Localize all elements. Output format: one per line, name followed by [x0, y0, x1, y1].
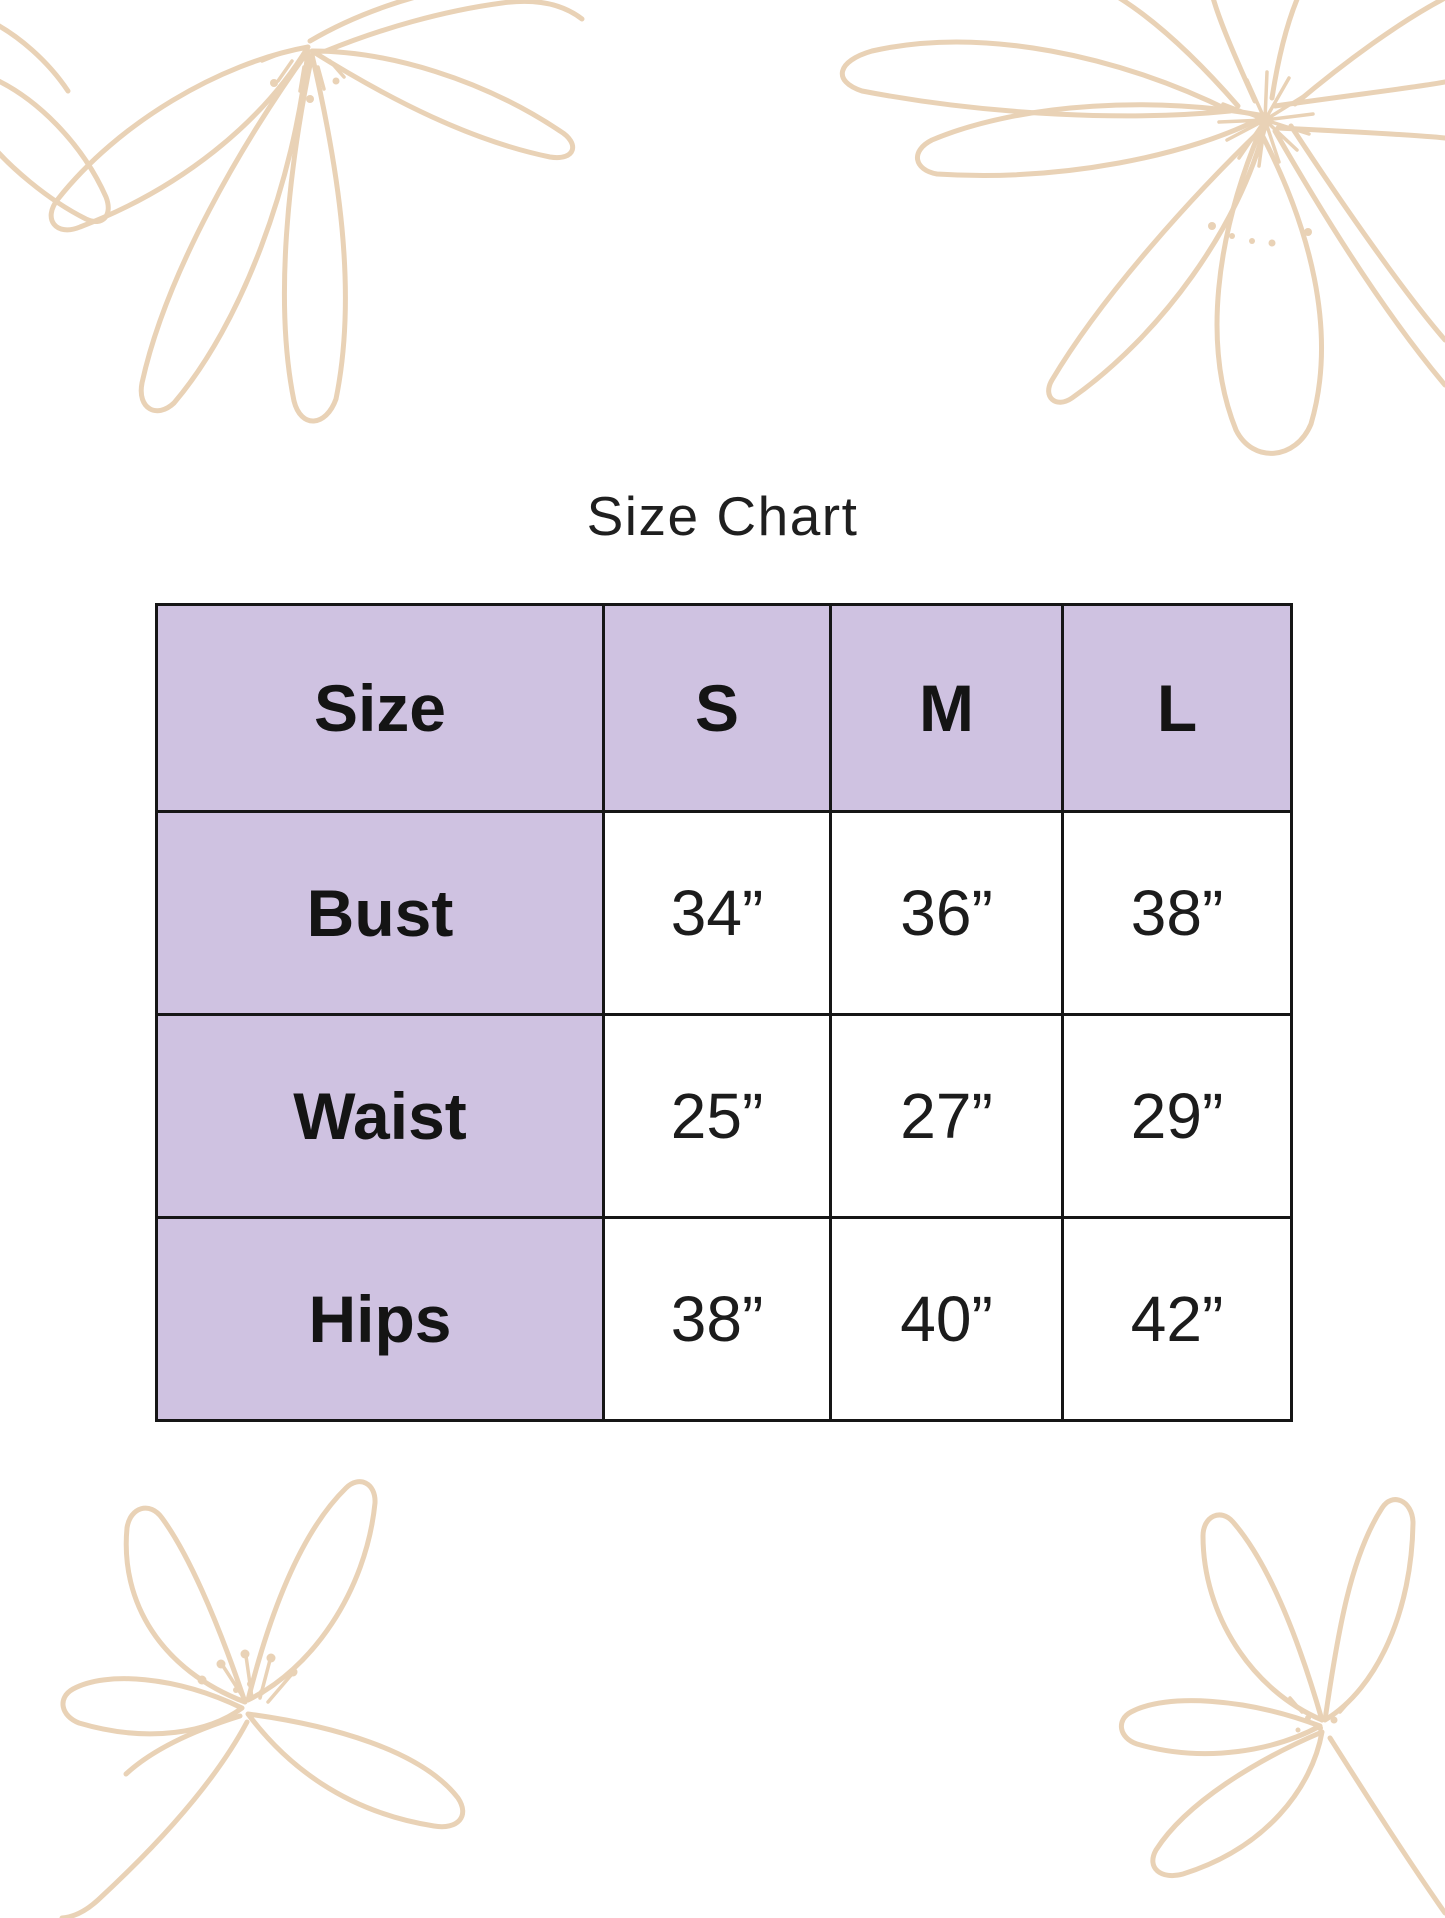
bust-l-value: 38” — [1061, 810, 1293, 1016]
flower-illustration-bottom-right — [1119, 1497, 1445, 1916]
hips-l-value: 42” — [1061, 1216, 1293, 1422]
header-row: Size S M L — [155, 603, 1293, 813]
hips-m-value: 40” — [829, 1216, 1064, 1422]
row-label-waist: Waist — [155, 1013, 605, 1219]
flower-illustration-bottom-left — [59, 1479, 466, 1918]
column-header-s: S — [602, 603, 832, 813]
column-header-l: L — [1061, 603, 1293, 813]
page-title: Size Chart — [586, 485, 859, 547]
row-label-hips: Hips — [155, 1216, 605, 1422]
row-label-bust: Bust — [155, 810, 605, 1016]
column-header-size: Size — [155, 603, 605, 813]
flower-illustration-top-right — [839, 0, 1445, 456]
table-row-bust: Bust 34” 36” 38” — [155, 810, 1293, 1016]
flower-illustration-top-left — [0, 0, 585, 424]
waist-l-value: 29” — [1061, 1013, 1293, 1219]
table-row-hips: Hips 38” 40” 42” — [155, 1216, 1293, 1422]
waist-s-value: 25” — [602, 1013, 832, 1219]
column-header-m: M — [829, 603, 1064, 813]
hips-s-value: 38” — [602, 1216, 832, 1422]
table-row-waist: Waist 25” 27” 29” — [155, 1013, 1293, 1219]
waist-m-value: 27” — [829, 1013, 1064, 1219]
size-chart-table: Size S M L Bust 34” 36” 38” Waist 25” 27… — [155, 603, 1293, 1422]
bust-s-value: 34” — [602, 810, 832, 1016]
bust-m-value: 36” — [829, 810, 1064, 1016]
